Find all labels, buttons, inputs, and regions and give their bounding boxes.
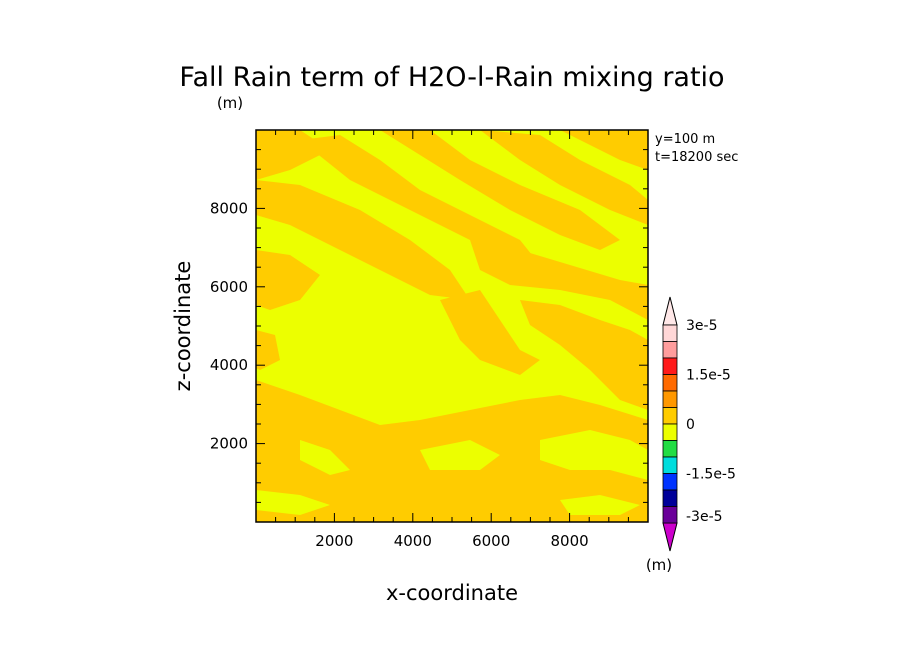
colorbar-level-box xyxy=(662,456,678,474)
contour-region xyxy=(520,300,648,410)
colorbar-level-box xyxy=(662,357,678,375)
colorbar-level-box xyxy=(662,341,678,359)
colorbar xyxy=(662,296,678,552)
contour-region xyxy=(480,130,648,225)
y-tick-label: 6000 xyxy=(210,278,248,296)
y-tick-label: 8000 xyxy=(210,199,248,217)
contour-region xyxy=(256,180,470,300)
colorbar-level-box xyxy=(662,473,678,491)
chart-title: Fall Rain term of H2O-l-Rain mixing rati… xyxy=(179,62,724,93)
colorbar-unit-label: (m) xyxy=(646,556,672,574)
colorbar-level-box xyxy=(662,440,678,458)
info-line-y: y=100 m xyxy=(655,132,715,147)
x-tick-label: 6000 xyxy=(472,532,510,550)
contour-region xyxy=(440,290,540,375)
contour-region xyxy=(540,430,648,480)
colorbar-lower-triangle xyxy=(662,522,678,552)
axis-ticks xyxy=(256,130,648,522)
colorbar-level-box xyxy=(662,423,678,441)
contour-region xyxy=(256,490,330,515)
contour-region xyxy=(300,135,540,265)
contour-region xyxy=(420,440,500,470)
colorbar-tick-label: 1.5e-5 xyxy=(686,368,731,384)
colorbar-tick-label: 3e-5 xyxy=(686,318,717,334)
plot-area xyxy=(255,129,649,523)
contour-region xyxy=(380,130,620,250)
info-line-t: t=18200 sec xyxy=(655,150,738,165)
colorbar-tick-label: -1.5e-5 xyxy=(686,467,736,483)
contour-region xyxy=(470,240,648,320)
colorbar-level-box xyxy=(662,407,678,425)
contour-regions xyxy=(256,130,648,522)
colorbar-level-box xyxy=(662,390,678,408)
colorbar-level-box xyxy=(662,374,678,392)
x-axis-label: x-coordinate xyxy=(386,581,518,605)
colorbar-level-box xyxy=(662,324,678,342)
contour-region xyxy=(300,440,350,475)
x-tick-label: 8000 xyxy=(551,532,589,550)
contour-region xyxy=(560,130,648,170)
contour-region xyxy=(256,330,280,370)
x-tick-label: 4000 xyxy=(394,532,432,550)
y-tick-label: 4000 xyxy=(210,356,248,374)
y-tick-label: 2000 xyxy=(210,435,248,453)
contour-region xyxy=(560,495,640,515)
colorbar-level-box xyxy=(662,489,678,507)
colorbar-upper-triangle xyxy=(662,296,678,326)
x-tick-label: 2000 xyxy=(315,532,353,550)
colorbar-tick-label: -3e-5 xyxy=(686,509,723,525)
y-axis-label: z-coordinate xyxy=(171,261,195,392)
colorbar-level-box xyxy=(662,506,678,524)
title-unit-label: (m) xyxy=(217,94,243,112)
contour-region xyxy=(256,250,320,310)
colorbar-tick-label: 0 xyxy=(686,417,695,433)
